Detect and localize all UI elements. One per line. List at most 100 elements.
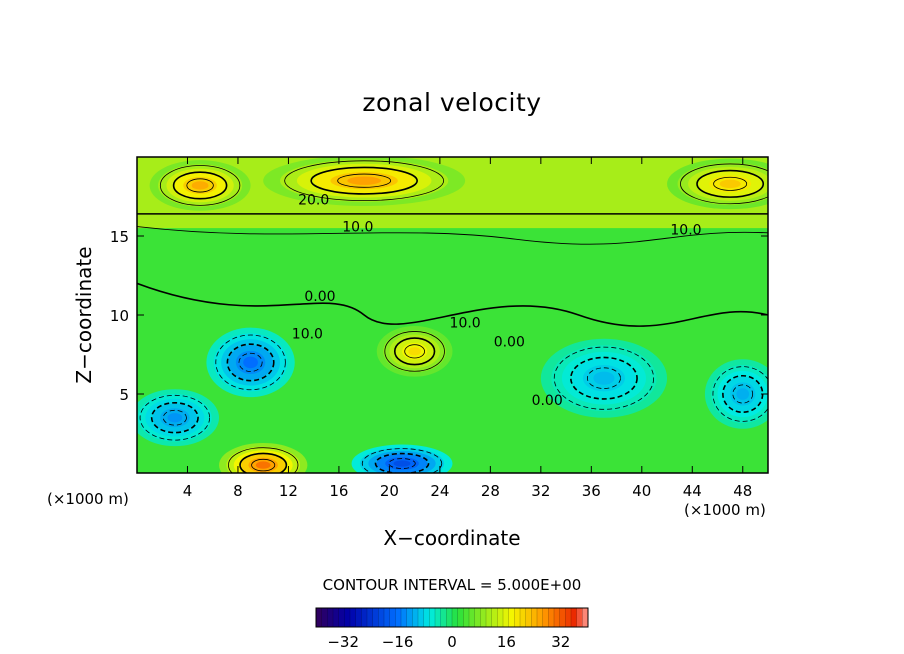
velocity-maximum (376, 326, 453, 377)
x-unit-label-left: (×1000 m) (47, 490, 129, 508)
velocity-maximum (667, 158, 768, 210)
y-tick-label: 10 (110, 307, 129, 325)
contour-line (172, 171, 228, 200)
contour-line (310, 166, 418, 195)
contour-line (384, 331, 445, 372)
colorbar-swatch (316, 608, 323, 627)
colorbar-swatch (384, 608, 391, 627)
velocity-maximum (149, 160, 251, 211)
contour-line (361, 448, 443, 473)
x-tick-label: 40 (632, 482, 651, 500)
colorbar-swatch (361, 608, 368, 627)
colorbar-tick-label: 0 (447, 633, 457, 651)
contour-line (388, 458, 416, 469)
colorbar-swatch (486, 608, 493, 627)
contour-line (159, 165, 241, 206)
colorbar-swatch (418, 608, 425, 627)
contour-line (374, 452, 430, 473)
colorbar-swatch (503, 608, 510, 627)
colorbar-swatch (525, 608, 532, 627)
colorbar-swatch (435, 608, 442, 627)
colorbar-swatch (327, 608, 334, 627)
colorbar-swatch (531, 608, 538, 627)
x-tick-label: 12 (279, 482, 298, 500)
velocity-maximum (263, 157, 466, 206)
colorbar-tick-label: −16 (382, 633, 414, 651)
colorbar-swatch (491, 608, 498, 627)
colorbar-swatch (344, 608, 351, 627)
contour-line (570, 356, 638, 400)
contour-labels: 20.0 10.0 10.0 0.00 10.0 10.0 0.00 0.00 (292, 192, 702, 409)
colorbar-swatch (520, 608, 527, 627)
contour-line (186, 178, 214, 193)
colorbar-swatch (554, 608, 561, 627)
colorbar-swatch (378, 608, 385, 627)
colorbar-swatch (571, 608, 578, 627)
y-tick-label: 5 (119, 386, 129, 404)
colorbar-swatch (514, 608, 521, 627)
colorbar-swatch (469, 608, 476, 627)
velocity-minimum (206, 327, 295, 398)
colorbar-tick-label: 16 (497, 633, 516, 651)
colorbar-swatch (474, 608, 481, 627)
velocity-minimum (704, 359, 768, 429)
colorbar-swatch (542, 608, 549, 627)
x-tick-label: 24 (430, 482, 449, 500)
contour-label: 0.00 (494, 335, 525, 351)
contour-line (251, 458, 276, 472)
colorbar-swatch (372, 608, 379, 627)
contour-line (393, 337, 436, 366)
velocity-minimum (540, 338, 668, 418)
contour-fill (408, 347, 421, 356)
contour-line (215, 334, 286, 391)
contour-fill (167, 412, 183, 423)
x-tick-label: 48 (733, 482, 752, 500)
contour-line (137, 226, 768, 245)
colorbar-swatch (321, 608, 328, 627)
contour-line (226, 343, 275, 382)
colorbar-swatch (565, 608, 572, 627)
contour-label: 0.00 (304, 289, 335, 305)
colorbar-swatch (548, 608, 555, 627)
colorbar-swatch (401, 608, 408, 627)
contour-line (553, 346, 655, 410)
contour-line (696, 169, 765, 198)
colorbar-swatch (480, 608, 487, 627)
contour-line (150, 401, 199, 434)
x-tick-label: 4 (183, 482, 193, 500)
contour-line (162, 409, 187, 426)
contour-line (239, 452, 288, 473)
colorbar-swatch (338, 608, 345, 627)
colorbar-swatch (452, 608, 459, 627)
colorbar-swatch (367, 608, 374, 627)
contour-line (238, 352, 263, 372)
colorbar-swatch (508, 608, 515, 627)
colorbar-swatch (350, 608, 357, 627)
x-axis-label: X−coordinate (383, 526, 521, 550)
x-tick-label: 44 (683, 482, 702, 500)
colorbar-swatch (412, 608, 419, 627)
contour-label: 10.0 (670, 222, 701, 238)
contour-label: 10.0 (342, 219, 373, 235)
colorbar-swatch (497, 608, 504, 627)
colorbar-swatch (576, 608, 583, 627)
x-tick-label: 20 (380, 482, 399, 500)
contour-line (139, 394, 211, 441)
contour-fill (191, 181, 209, 190)
x-tick-label: 36 (582, 482, 601, 500)
colorbar-swatch (559, 608, 566, 627)
contour-line (404, 344, 425, 359)
contour-line (284, 160, 445, 202)
contour-fill (593, 371, 615, 385)
contour-line (713, 176, 748, 191)
colorbar-swatch (423, 608, 430, 627)
plot-area (137, 157, 768, 473)
contour-label: 10.0 (292, 327, 323, 343)
colorbar-swatch (395, 608, 402, 627)
colorbar-swatch (457, 608, 464, 627)
chart-title: zonal velocity (362, 88, 542, 117)
contour-fill (347, 176, 381, 185)
colorbar-frame (315, 607, 589, 628)
